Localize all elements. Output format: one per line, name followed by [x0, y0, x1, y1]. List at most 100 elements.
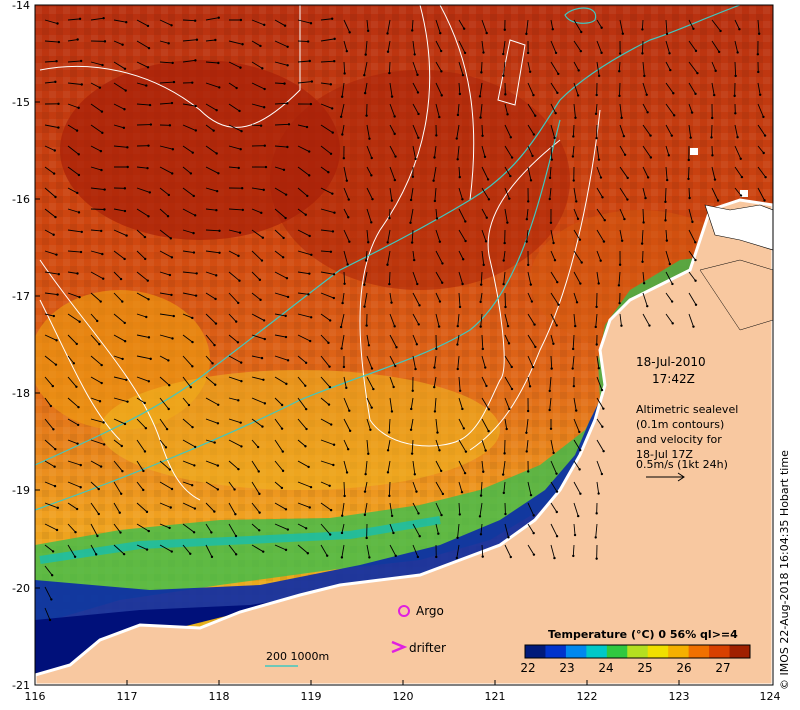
velocity-arrow-icon — [274, 355, 289, 361]
velocity-arrow-icon — [527, 523, 535, 534]
velocity-arrow-head — [126, 146, 129, 149]
velocity-arrow-head — [123, 67, 127, 71]
velocity-arrow-head — [435, 217, 439, 220]
velocity-arrow-head — [170, 550, 173, 553]
velocity-arrow-icon — [182, 355, 193, 367]
velocity-arrow-head — [548, 389, 551, 393]
velocity-arrow-head — [308, 234, 311, 238]
velocity-arrow-head — [169, 237, 173, 240]
velocity-arrow-icon — [550, 439, 555, 454]
velocity-arrow-icon — [435, 61, 442, 72]
velocity-arrow-icon — [412, 313, 420, 325]
velocity-arrow-head — [364, 259, 368, 262]
velocity-arrow-head — [692, 27, 695, 30]
velocity-arrow-head — [694, 303, 698, 306]
velocity-arrow-head — [76, 423, 80, 427]
velocity-arrow-icon — [251, 544, 264, 553]
velocity-arrow-head — [528, 70, 532, 73]
velocity-arrow-head — [553, 136, 556, 140]
velocity-arrow-icon — [205, 397, 219, 406]
velocity-arrow-icon — [136, 292, 149, 300]
velocity-arrow-head — [215, 274, 218, 277]
velocity-arrow-head — [412, 258, 416, 262]
velocity-arrow-head — [143, 235, 147, 239]
velocity-arrow-icon — [228, 376, 242, 382]
velocity-arrow-icon — [389, 523, 394, 534]
velocity-arrow-icon — [297, 460, 309, 468]
velocity-arrow-icon — [481, 187, 490, 200]
velocity-arrow-icon — [274, 418, 283, 429]
velocity-arrow-icon — [504, 334, 510, 344]
velocity-arrow-head — [146, 66, 150, 69]
velocity-arrow-head — [692, 325, 695, 328]
velocity-arrow-icon — [44, 376, 54, 387]
velocity-arrow-head — [487, 408, 491, 411]
velocity-arrow-icon — [90, 439, 105, 445]
velocity-arrow-head — [456, 324, 459, 328]
velocity-arrow-icon — [757, 187, 765, 201]
velocity-arrow-head — [119, 492, 123, 496]
velocity-arrow-icon — [205, 166, 219, 174]
velocity-arrow-icon — [665, 61, 671, 71]
velocity-arrow-icon — [596, 439, 605, 452]
velocity-arrow-icon — [458, 61, 464, 76]
velocity-arrow-head — [506, 324, 510, 328]
velocity-arrow-icon — [458, 481, 463, 493]
velocity-arrow-head — [170, 24, 173, 27]
velocity-arrow-icon — [457, 523, 460, 538]
velocity-arrow-icon — [711, 61, 717, 71]
velocity-arrow-icon — [550, 313, 558, 326]
velocity-arrow-icon — [44, 208, 56, 218]
velocity-arrow-head — [531, 154, 534, 158]
velocity-arrow-head — [343, 72, 346, 75]
velocity-arrow-icon — [434, 355, 437, 368]
velocity-arrow-icon — [297, 166, 310, 176]
velocity-arrow-head — [757, 70, 760, 74]
colorbar-tick: 26 — [676, 661, 692, 675]
velocity-arrow-icon — [274, 397, 283, 406]
colorbar-tick: 22 — [520, 661, 536, 675]
velocity-arrow-head — [418, 304, 421, 307]
velocity-arrow-icon — [688, 124, 692, 138]
velocity-arrow-head — [461, 258, 465, 261]
velocity-arrow-icon — [251, 418, 263, 427]
velocity-arrow-head — [168, 124, 172, 127]
velocity-arrow-head — [758, 93, 762, 96]
velocity-arrow-icon — [113, 502, 121, 513]
velocity-arrow-head — [347, 198, 350, 201]
velocity-arrow-head — [464, 239, 467, 243]
velocity-arrow-icon — [67, 313, 80, 323]
velocity-arrow-head — [147, 529, 150, 533]
velocity-arrow-head — [72, 362, 76, 365]
velocity-arrow-icon — [228, 502, 236, 515]
velocity-arrow-icon — [595, 313, 598, 327]
velocity-arrow-icon — [572, 334, 575, 349]
legend-line: (0.1m contours) — [636, 418, 725, 431]
velocity-arrow-icon — [366, 376, 374, 390]
velocity-arrow-head — [264, 165, 268, 169]
velocity-arrow-head — [309, 316, 313, 319]
velocity-arrow-head — [504, 512, 507, 516]
velocity-arrow-head — [597, 492, 600, 495]
velocity-arrow-icon — [320, 145, 332, 155]
velocity-arrow-icon — [458, 439, 467, 452]
velocity-arrow-head — [393, 178, 397, 182]
velocity-arrow-head — [694, 279, 697, 282]
velocity-arrow-head — [281, 469, 285, 473]
velocity-arrow-head — [101, 131, 104, 135]
velocity-arrow-head — [307, 293, 310, 296]
velocity-arrow-icon — [550, 334, 554, 344]
velocity-arrow-icon — [665, 250, 671, 265]
velocity-arrow-head — [333, 211, 336, 214]
velocity-arrow-head — [415, 490, 418, 493]
velocity-arrow-head — [510, 365, 513, 369]
velocity-arrow-head — [620, 116, 623, 120]
velocity-arrow-icon — [297, 81, 312, 84]
velocity-arrow-head — [262, 106, 266, 109]
velocity-arrow-icon — [366, 166, 372, 176]
velocity-arrow-icon — [113, 145, 128, 148]
velocity-arrow-head — [508, 407, 511, 411]
velocity-arrow-icon — [387, 229, 391, 243]
velocity-arrow-head — [143, 401, 146, 405]
velocity-arrow-icon — [595, 523, 598, 538]
